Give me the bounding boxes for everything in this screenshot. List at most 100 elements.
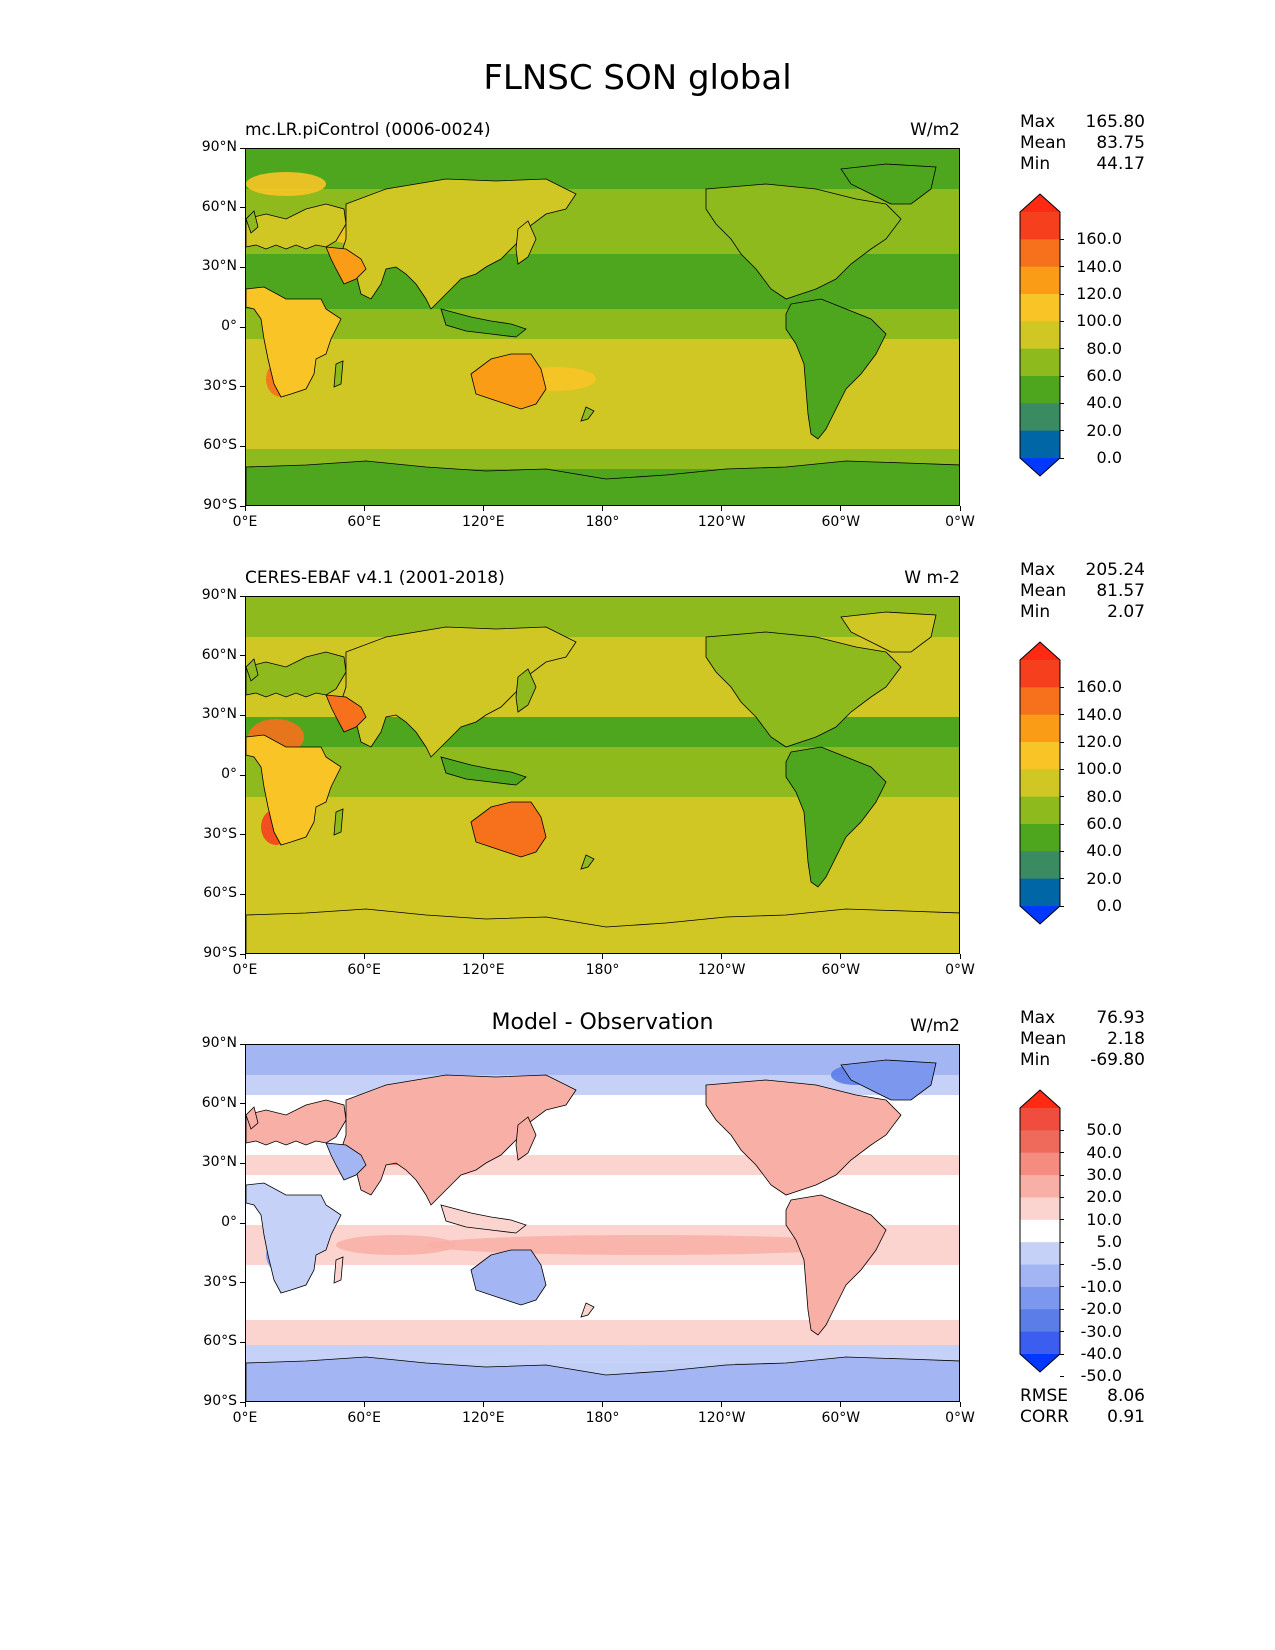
x-tick-label: 0°E	[232, 1410, 258, 1426]
coastline-arabia	[325, 694, 367, 733]
stat-row: RMSE 8.06	[1020, 1386, 1145, 1407]
y-tick-label: 30°N	[201, 1154, 237, 1171]
stat-row: Max 165.80	[1020, 112, 1145, 133]
coastline-africa	[246, 286, 342, 398]
coastline-namerica	[705, 183, 902, 300]
coastline-asia	[340, 178, 577, 310]
x-tick-mark	[244, 954, 246, 959]
y-tick-mark	[240, 445, 245, 447]
x-tick-mark	[959, 506, 961, 511]
x-tick-mark	[840, 1402, 842, 1407]
stat-label: Max	[1020, 112, 1056, 132]
coastline-arabia	[325, 1142, 367, 1181]
panel-title: CERES-EBAF v4.1 (2001-2018)	[245, 568, 505, 588]
x-tick-label: 0°E	[232, 962, 258, 978]
colorbar-tick	[1060, 1353, 1064, 1355]
colorbar-label: 60.0	[1086, 366, 1122, 385]
colorbar-label: 120.0	[1076, 284, 1122, 303]
colorbar-tick	[1060, 375, 1064, 377]
colorbar-segment	[1020, 348, 1060, 377]
coastline-greenland	[840, 611, 937, 653]
coastline-samerica	[785, 746, 887, 888]
x-tick-label: 60°E	[347, 962, 381, 978]
colorbar-segment	[1020, 1152, 1060, 1176]
colorbar-segment	[1020, 1242, 1060, 1266]
coastline-indonesia	[440, 756, 527, 786]
x-tick-mark	[602, 954, 603, 959]
colorbar-label: 10.0	[1086, 1209, 1122, 1229]
colorbar-segment	[1020, 1219, 1060, 1243]
x-tick-label: 180°	[585, 514, 620, 530]
panel-title: mc.LR.piControl (0006-0024)	[245, 120, 491, 140]
panel-units: W/m2	[910, 120, 960, 140]
coastline-antarctica	[246, 460, 959, 505]
stat-row: Mean 2.18	[1020, 1029, 1145, 1050]
colorbar-tick	[1060, 238, 1064, 240]
coastline-africa	[246, 734, 342, 846]
x-tick-mark	[721, 954, 723, 959]
colorbar-segment	[1020, 1286, 1060, 1310]
x-tick-mark	[959, 1402, 961, 1407]
coastline-asia	[340, 1074, 577, 1206]
y-tick-label: 90°N	[201, 139, 237, 155]
colorbar-extend-max	[1020, 642, 1060, 660]
colorbar-segment	[1020, 430, 1060, 459]
colorbar-tick	[1060, 1375, 1064, 1377]
map-panel-1	[245, 148, 960, 506]
colorbar-tick	[1060, 878, 1064, 880]
coastline-uk	[246, 1106, 259, 1130]
colorbar-tick	[1060, 1331, 1064, 1333]
coastline-newzealand	[580, 406, 595, 422]
map-panel-3	[245, 1044, 960, 1402]
coastline-japan	[515, 668, 537, 713]
colorbar-segment	[1020, 321, 1060, 350]
y-tick-label: 60°S	[203, 1333, 237, 1350]
colorbar-tick	[1060, 1174, 1064, 1176]
x-tick-label: 60°W	[821, 1410, 861, 1426]
colorbar-extend-min	[1020, 458, 1060, 476]
colorbar-tick	[1060, 1308, 1064, 1310]
colorbar-tick	[1060, 1286, 1064, 1288]
y-tick-mark	[240, 1162, 245, 1164]
colorbar-segment	[1020, 878, 1060, 907]
colorbar-label: 0.0	[1096, 448, 1122, 467]
x-tick-label: 180°	[585, 962, 620, 978]
stat-label: Min	[1020, 1050, 1051, 1070]
coastline-indonesia	[440, 308, 527, 338]
stat-label: Mean	[1020, 1029, 1067, 1049]
stat-label: Mean	[1020, 581, 1067, 601]
coastline-antarctica	[246, 908, 959, 953]
coastline-indonesia	[440, 1204, 527, 1234]
colorbar-label: 140.0	[1076, 256, 1122, 276]
x-tick-label: 60°W	[821, 962, 861, 978]
coastline-australia	[470, 801, 547, 858]
stats-box: Max 76.93 Mean 2.18 Min -69.80	[1020, 1008, 1145, 1071]
x-tick-label: 120°E	[462, 1410, 505, 1426]
x-tick-mark	[363, 954, 365, 959]
colorbar	[1019, 193, 1061, 477]
colorbar-label: 5.0	[1096, 1232, 1122, 1252]
colorbar-label: 140.0	[1076, 704, 1122, 724]
colorbar-segment	[1020, 769, 1060, 798]
panel-units: W/m2	[910, 1016, 960, 1036]
colorbar-tick	[1060, 714, 1064, 716]
y-tick-mark	[240, 1341, 245, 1343]
y-tick-mark	[240, 655, 245, 657]
colorbar-segment	[1020, 1108, 1060, 1131]
stat-value: 2.18	[1107, 1029, 1145, 1049]
colorbar-label: 80.0	[1086, 338, 1122, 358]
map-canvas	[246, 597, 959, 953]
colorbar	[1019, 641, 1061, 925]
coastline-europe	[246, 203, 347, 250]
colorbar-label: 120.0	[1076, 732, 1122, 751]
x-tick-mark	[721, 1402, 723, 1407]
coastline-arabia	[325, 246, 367, 285]
colorbar-tick	[1060, 796, 1064, 798]
stat-row: Mean 81.57	[1020, 581, 1145, 602]
x-tick-label: 120°E	[462, 962, 505, 978]
coastline-madagascar	[333, 1256, 344, 1284]
y-tick-label: 30°N	[201, 258, 237, 275]
colorbar-label: 20.0	[1086, 420, 1122, 440]
y-tick-label: 0°	[221, 318, 237, 334]
colorbar-label: 160.0	[1076, 229, 1122, 249]
